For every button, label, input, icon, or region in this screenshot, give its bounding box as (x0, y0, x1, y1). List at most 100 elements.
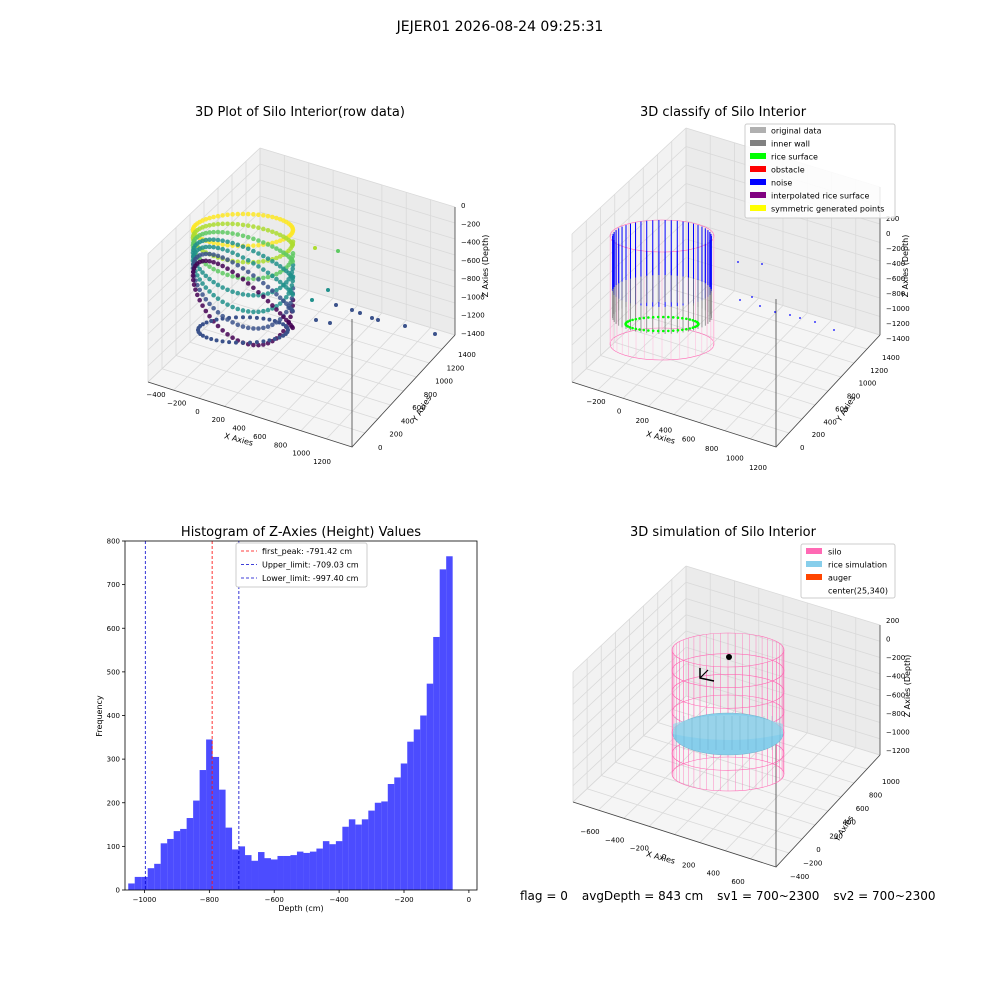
floor-grid-line (175, 355, 378, 420)
raw-point (270, 303, 275, 308)
rice-surface-point (671, 329, 675, 332)
histogram-bar (238, 846, 246, 890)
raw-point (230, 212, 235, 217)
raw-point (277, 269, 283, 275)
raw-point (274, 271, 279, 277)
raw-point (245, 234, 251, 240)
y-tick-label: 0 (378, 444, 382, 452)
z-tick-label: −1000 (461, 293, 485, 301)
silo-ring (671, 653, 785, 688)
raw-point (215, 282, 221, 288)
silo-ring (671, 756, 785, 792)
raw-point (230, 289, 235, 294)
legend-swatch-rice-simulation (806, 561, 822, 567)
legend-frame (235, 542, 368, 588)
histogram-bar (212, 756, 220, 890)
z-tick-label: −800 (461, 275, 480, 283)
raw-point (203, 273, 209, 279)
x-axis-label: X Axies (645, 849, 676, 865)
raw-point (211, 244, 216, 250)
raw-point (240, 259, 246, 265)
histogram-bar (245, 855, 252, 890)
histogram-bar (283, 855, 291, 890)
raw-point (274, 276, 279, 282)
rice-surface-point (681, 328, 684, 332)
legend-label: first_peak: -791.42 cm (262, 547, 352, 556)
z-tick-label: −400 (461, 239, 480, 247)
raw-point (251, 285, 256, 291)
floor-grid-line (587, 788, 790, 854)
raw-point (203, 251, 209, 257)
raw-point (220, 255, 225, 260)
raw-point (207, 258, 212, 264)
x-tick-label: −600 (265, 896, 284, 904)
side-grid-line (572, 581, 687, 689)
raw-point (240, 292, 246, 297)
raw-point (197, 266, 202, 272)
raw-point (230, 250, 235, 255)
raw-point (261, 267, 266, 272)
raw-point (220, 328, 225, 333)
raw-point (284, 309, 289, 315)
raw-point (274, 231, 279, 236)
side-grid-line (571, 220, 687, 327)
histogram-bar (303, 852, 310, 890)
histogram-bar (251, 860, 259, 890)
y-tick-label: 600 (412, 404, 425, 412)
raw-point (261, 339, 266, 344)
raw-point (240, 277, 246, 282)
z-tick-label: 0 (886, 636, 890, 644)
sv2-text: sv2 = 700~2300 (833, 889, 936, 903)
raw-point (281, 298, 286, 304)
noise-point (759, 305, 761, 307)
raw-point (251, 326, 256, 331)
raw-point (261, 325, 266, 331)
rice-surface-point (634, 317, 638, 321)
raw-point (215, 253, 221, 259)
histogram-bar (413, 729, 421, 890)
noise-point (739, 299, 741, 301)
raw-point (207, 215, 212, 221)
raw-point (220, 242, 225, 247)
legend-swatch-original-data (750, 127, 766, 133)
raw-point (215, 261, 221, 267)
y-axis-label: Frequency (95, 695, 104, 737)
x-tick-label: −200 (630, 845, 649, 853)
z-axis-label: Z Axies (Depth) (481, 235, 490, 298)
raw-point (277, 279, 283, 285)
back-grid-line (685, 679, 881, 740)
legend-label: rice surface (771, 153, 818, 162)
back-grid-line (259, 227, 456, 288)
rice-surface-point (638, 328, 641, 331)
floor-grid-line (615, 761, 816, 826)
rice-surface-point (685, 327, 688, 331)
raw-point (220, 316, 225, 321)
raw-point (200, 270, 205, 275)
raw-point (270, 273, 275, 279)
histogram-bar (134, 876, 142, 890)
raw-point (265, 213, 271, 219)
y-tick-label: 400 (401, 417, 414, 425)
raw-point (272, 318, 277, 323)
back-grid-line (685, 630, 881, 691)
histogram-bar (258, 852, 265, 890)
x-tick-label: 600 (682, 436, 695, 444)
raw-point (274, 255, 279, 261)
raw-point (290, 292, 296, 297)
histogram-bar (348, 819, 356, 890)
rice-surface-point (642, 328, 646, 332)
y-tick-label: 1400 (458, 351, 476, 359)
raw-point (215, 310, 221, 315)
histogram-plot: −1000 −800 −600 −400 −200 0 0 100 200 300 400 500 60… (95, 538, 478, 913)
raw-point (290, 259, 296, 264)
rice-surface-point (676, 328, 680, 332)
y-tick-label: 800 (424, 391, 437, 399)
raw-point (225, 248, 230, 254)
classify-3d-plot: −200 0 200 400 600 800 1000 1200 0 200 400 600 800 10… (571, 123, 910, 472)
raw-data-3d-plot: −400−20002004006008001000120002004006008… (146, 147, 490, 466)
raw-point (256, 259, 261, 265)
rice-surface-point (691, 326, 695, 330)
raw-point (203, 223, 209, 229)
noise-point (751, 296, 753, 298)
